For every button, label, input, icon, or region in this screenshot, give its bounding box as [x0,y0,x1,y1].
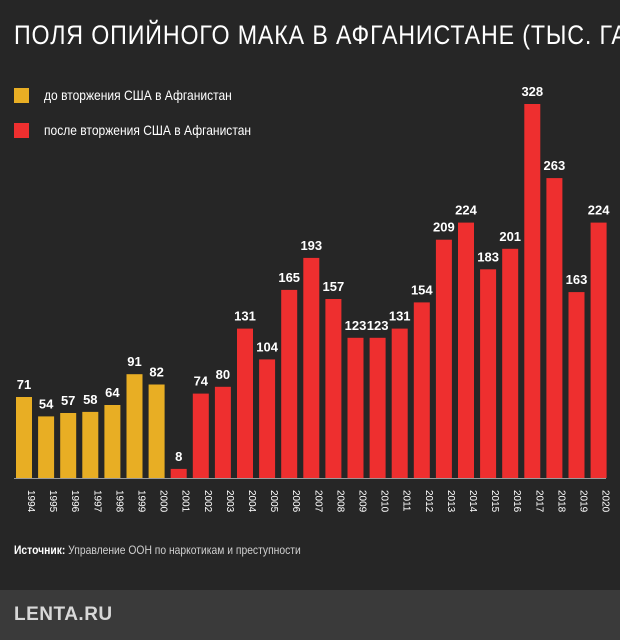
source-text: Управление ООН по наркотикам и преступно… [65,543,301,557]
bar-2011 [391,328,408,478]
bar-2008 [325,299,342,478]
value-label-1995: 54 [39,396,54,411]
value-label-2004: 131 [234,309,256,324]
value-label-1994: 71 [17,377,31,392]
bar-2015 [480,269,497,478]
x-tick-label-2004: 2004 [246,490,257,513]
value-label-2003: 80 [216,367,230,382]
bar-2005 [259,359,276,478]
value-label-2012: 154 [411,282,433,297]
value-label-1996: 57 [61,393,75,408]
bar-2012 [413,302,430,478]
value-label-2020: 224 [588,203,610,218]
value-label-2008: 157 [323,279,345,294]
x-tick-label-2003: 2003 [224,490,235,513]
x-tick-label-2015: 2015 [489,490,500,513]
bar-2014 [458,222,474,478]
bar-1998 [104,405,121,478]
value-label-2001: 8 [175,449,182,464]
value-label-2017: 328 [521,84,543,99]
bar-2003 [214,386,231,478]
legend-label-after: после вторжения США в Афганистан [44,122,252,138]
bar-2009 [347,337,364,479]
bar-2020 [590,222,607,478]
x-tick-label-2018: 2018 [555,490,566,513]
bar-2007 [303,257,320,478]
bar-1999 [126,374,143,478]
bar-2019 [568,292,585,478]
x-tick-label-2020: 2020 [600,490,611,513]
x-tick-label-2011: 2011 [401,490,412,512]
value-label-2016: 201 [499,229,521,244]
x-tick-label-1995: 1995 [47,490,58,513]
x-tick-label-2007: 2007 [312,490,323,513]
x-tick-label-2005: 2005 [268,490,279,513]
x-tick-label-2013: 2013 [445,490,456,513]
value-label-2009: 123 [345,318,367,333]
legend-swatch-after [14,122,29,138]
x-tick-label-1997: 1997 [91,490,102,513]
x-tick-label-2016: 2016 [511,490,522,513]
value-label-2010: 123 [367,318,389,333]
x-tick-label-2008: 2008 [334,490,345,513]
x-tick-label-2000: 2000 [158,490,169,513]
x-tick-label-1996: 1996 [69,490,80,513]
footer-bar: LENTA.RU [0,590,620,640]
legend-item-after: после вторжения США в Афганистан [14,121,285,139]
x-tick-label-2012: 2012 [423,490,434,513]
value-label-1998: 64 [105,385,120,400]
bar-1997 [82,411,99,478]
value-label-1999: 91 [127,354,141,369]
value-label-2018: 263 [544,158,566,173]
legend-swatch-before [14,87,29,103]
x-tick-label-2002: 2002 [202,490,213,513]
x-tick-label-1998: 1998 [113,490,124,513]
x-tick-label-2019: 2019 [578,490,589,513]
x-tick-label-1999: 1999 [136,490,147,513]
source-label: Источник: [14,543,66,557]
bar-2013 [435,239,452,478]
source-note: Источник: Управление ООН по наркотикам и… [14,543,301,557]
bar-1995 [38,416,55,478]
x-tick-label-2001: 2001 [180,490,191,513]
legend-item-before: до вторжения США в Афганистан [14,86,262,104]
value-label-2015: 183 [477,249,499,264]
bar-2010 [369,337,386,479]
bar-2018 [546,178,563,478]
value-label-2006: 165 [278,270,300,285]
bar-2004 [237,328,253,478]
value-label-2000: 82 [149,365,163,380]
bar-2017 [524,104,541,478]
bar-2006 [281,289,298,478]
value-label-2007: 193 [300,238,322,253]
x-tick-label-2009: 2009 [357,490,368,513]
lenta-logo[interactable]: LENTA.RU [14,604,113,625]
x-tick-label-2006: 2006 [290,490,301,513]
chart-title: ПОЛЯ ОПИЙНОГО МАКА В АФГАНИСТАНЕ (ТЫС. Г… [14,20,620,50]
value-label-2002: 74 [194,374,209,389]
value-label-2013: 209 [433,220,455,235]
bar-2001 [170,468,187,478]
x-tick-label-2010: 2010 [379,490,390,513]
bar-1996 [60,413,77,478]
bar-2000 [148,384,165,478]
value-label-2019: 163 [566,272,588,287]
x-tick-label-1994: 1994 [25,490,36,513]
bar-2016 [502,248,519,478]
value-label-2014: 224 [455,203,477,218]
x-tick-label-2014: 2014 [467,490,478,513]
value-label-1997: 58 [83,392,97,407]
x-tick-label-2017: 2017 [533,490,544,513]
legend-label-before: до вторжения США в Афганистан [44,87,232,103]
bar-1994 [16,397,32,478]
value-label-2005: 104 [256,339,278,354]
bar-chart: 71 1994 54 1995 57 1996 58 1997 64 1998 91 1999 82 20… [14,84,611,513]
value-label-2011: 131 [389,309,411,324]
bar-2002 [192,393,209,478]
